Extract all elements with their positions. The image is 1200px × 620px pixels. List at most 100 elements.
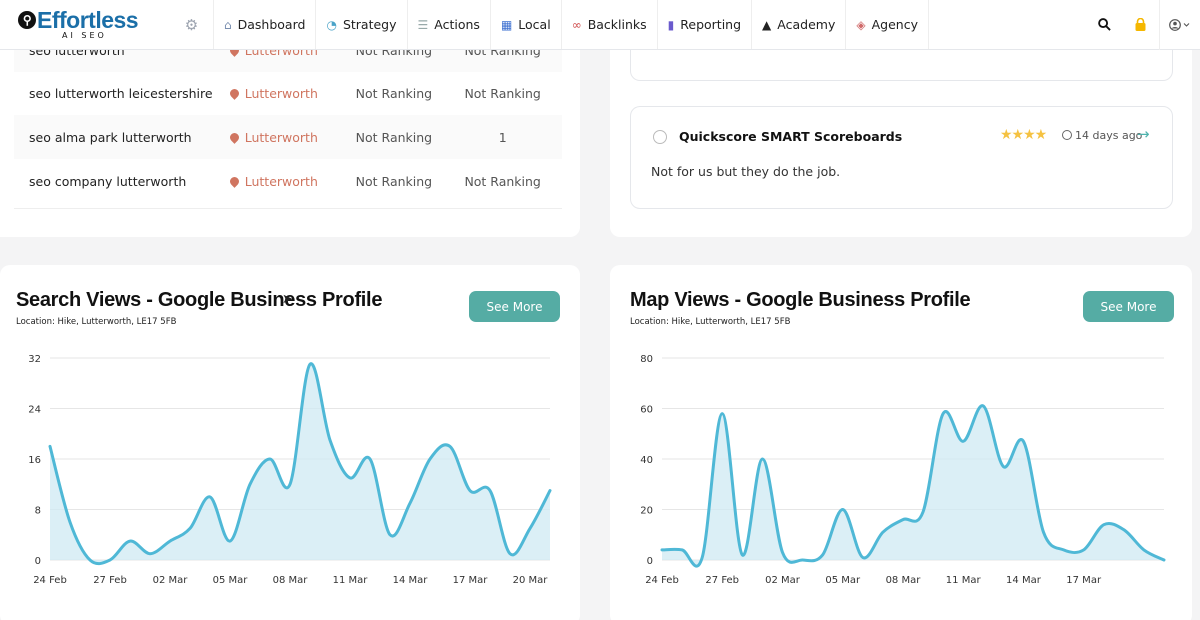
link-icon: ∞ bbox=[571, 17, 582, 32]
x-tick-label: 14 Mar bbox=[1006, 575, 1042, 586]
location-cell: Lutterworth bbox=[227, 85, 345, 101]
y-tick-label: 40 bbox=[640, 455, 653, 466]
series-line bbox=[48, 362, 552, 566]
logo-search-icon: ⚲ bbox=[18, 11, 36, 29]
nav-label: Strategy bbox=[342, 17, 397, 32]
area-fill bbox=[662, 405, 1164, 567]
y-tick-label: 80 bbox=[640, 354, 653, 365]
star-rating: ★★★★ bbox=[1000, 127, 1047, 143]
chart-title: Search Views - Google Business Profile bbox=[16, 289, 383, 311]
strategy-icon: ◔ bbox=[326, 17, 337, 32]
map-pin-icon bbox=[227, 130, 241, 144]
map-pin-icon bbox=[227, 86, 241, 100]
y-tick-label: 24 bbox=[28, 405, 41, 416]
y-tick-label: 8 bbox=[35, 506, 41, 517]
list-icon: ☰ bbox=[417, 17, 429, 32]
graduation-cap-icon: ▲ bbox=[762, 17, 772, 32]
arrow-right-icon[interactable]: → bbox=[1137, 125, 1150, 143]
review-item[interactable]: Quickscore SMART Scoreboards ★★★★ 14 day… bbox=[630, 106, 1173, 209]
review-time: 14 days ago bbox=[1075, 129, 1143, 142]
see-more-button[interactable]: See More bbox=[1083, 291, 1174, 322]
x-tick-label: 17 Mar bbox=[1066, 575, 1102, 586]
table-row[interactable]: seo lutterworth leicestershire Lutterwor… bbox=[14, 71, 562, 115]
see-more-button[interactable]: See More bbox=[469, 291, 560, 322]
location-cell: Lutterworth bbox=[227, 173, 345, 189]
x-tick-label: 14 Mar bbox=[393, 575, 429, 586]
location-label: Lutterworth bbox=[244, 129, 318, 145]
nav-item-reporting[interactable]: ▮ Reporting bbox=[658, 0, 753, 49]
search-icon[interactable] bbox=[1086, 0, 1122, 50]
nav-label: Local bbox=[518, 17, 551, 32]
reviewer-name: Quickscore SMART Scoreboards bbox=[679, 129, 903, 144]
location-label: Lutterworth bbox=[244, 85, 318, 101]
nav-label: Reporting bbox=[680, 17, 742, 32]
table-row[interactable]: seo company lutterworth Lutterworth Not … bbox=[14, 159, 562, 203]
keyword-cell: seo company lutterworth bbox=[29, 173, 187, 189]
nav-label: Dashboard bbox=[237, 17, 306, 32]
x-tick-label: 27 Feb bbox=[705, 575, 739, 586]
nav-item-agency[interactable]: ◈ Agency bbox=[846, 0, 929, 49]
nav-label: Academy bbox=[777, 17, 836, 32]
area-fill bbox=[50, 363, 550, 564]
nav-label: Agency bbox=[871, 17, 918, 32]
series-line bbox=[660, 404, 1166, 568]
logo-text: Effortless bbox=[37, 7, 139, 33]
reviewer-avatar bbox=[653, 130, 667, 144]
location-cell: Lutterworth bbox=[227, 129, 345, 145]
y-tick-label: 0 bbox=[647, 556, 653, 567]
x-tick-label: 27 Feb bbox=[93, 575, 127, 586]
nav-label: Actions bbox=[434, 17, 480, 32]
chart-location: Location: Hike, Lutterworth, LE17 5FB bbox=[16, 317, 177, 327]
user-menu-icon[interactable] bbox=[1160, 0, 1200, 50]
y-tick-label: 16 bbox=[28, 455, 41, 466]
nav-item-dashboard[interactable]: ⌂ Dashboard bbox=[214, 0, 317, 49]
rank-cell: Not Ranking bbox=[355, 129, 433, 145]
nav-item-local[interactable]: ▦ Local bbox=[491, 0, 562, 49]
chart-title: Map Views - Google Business Profile bbox=[630, 289, 971, 311]
rank-cell: Not Ranking bbox=[464, 173, 541, 189]
x-tick-label: 05 Mar bbox=[213, 575, 249, 586]
nav-item-actions[interactable]: ☰ Actions bbox=[408, 0, 491, 49]
map-views-card bbox=[610, 265, 1192, 620]
y-tick-label: 0 bbox=[35, 556, 41, 567]
agency-icon: ◈ bbox=[856, 17, 866, 32]
x-tick-label: 02 Mar bbox=[153, 575, 189, 586]
rank-cell: Not Ranking bbox=[355, 173, 433, 189]
location-label: Lutterworth bbox=[244, 173, 318, 189]
logo[interactable]: ⚲ Effortless AI SEO bbox=[0, 0, 170, 49]
logo-subtitle: AI SEO bbox=[62, 31, 107, 40]
search-views-chart: 0 8 16 24 32 24 Feb 27 Feb 02 Mar 05 Mar 08 Mar 11… bbox=[28, 354, 552, 586]
home-icon: ⌂ bbox=[224, 17, 232, 32]
x-tick-label: 11 Mar bbox=[333, 575, 369, 586]
nav-item-strategy[interactable]: ◔ Strategy bbox=[316, 0, 408, 49]
y-tick-label: 32 bbox=[28, 354, 41, 365]
y-tick-label: 20 bbox=[640, 506, 653, 517]
x-tick-label: 24 Feb bbox=[33, 575, 67, 586]
x-tick-label: 08 Mar bbox=[273, 575, 309, 586]
nav-label: Backlinks bbox=[587, 17, 647, 32]
x-tick-label: 20 Mar bbox=[513, 575, 549, 586]
map-views-chart: 0 20 40 60 80 24 Feb 27 Feb 02 Mar 05 Mar 08 Mar 1… bbox=[640, 354, 1166, 586]
rank-cell: Not Ranking bbox=[464, 85, 541, 101]
clock-icon bbox=[1062, 130, 1072, 140]
x-tick-label: 11 Mar bbox=[946, 575, 982, 586]
mouse-cursor-icon: ➤ bbox=[282, 292, 293, 307]
x-tick-label: 02 Mar bbox=[765, 575, 801, 586]
table-row[interactable]: seo alma park lutterworth Lutterworth No… bbox=[14, 115, 562, 159]
nav-item-backlinks[interactable]: ∞ Backlinks bbox=[562, 0, 658, 49]
top-nav: ⚲ Effortless AI SEO ⚙ ⌂ Dashboard ◔ Strateg… bbox=[0, 0, 1200, 50]
table-divider bbox=[14, 208, 562, 214]
x-tick-label: 17 Mar bbox=[453, 575, 489, 586]
x-tick-label: 24 Feb bbox=[645, 575, 679, 586]
nav-item-academy[interactable]: ▲ Academy bbox=[752, 0, 847, 49]
map-pin-icon bbox=[227, 174, 241, 188]
store-icon: ▦ bbox=[500, 17, 513, 32]
lock-icon[interactable] bbox=[1122, 0, 1160, 50]
x-tick-label: 05 Mar bbox=[825, 575, 861, 586]
y-tick-label: 60 bbox=[640, 405, 653, 416]
gear-icon[interactable]: ⚙ bbox=[170, 0, 214, 49]
chart-location: Location: Hike, Lutterworth, LE17 5FB bbox=[630, 317, 791, 327]
x-tick-label: 08 Mar bbox=[886, 575, 922, 586]
bar-chart-icon: ▮ bbox=[667, 17, 675, 32]
rank-cell: Not Ranking bbox=[355, 85, 433, 101]
